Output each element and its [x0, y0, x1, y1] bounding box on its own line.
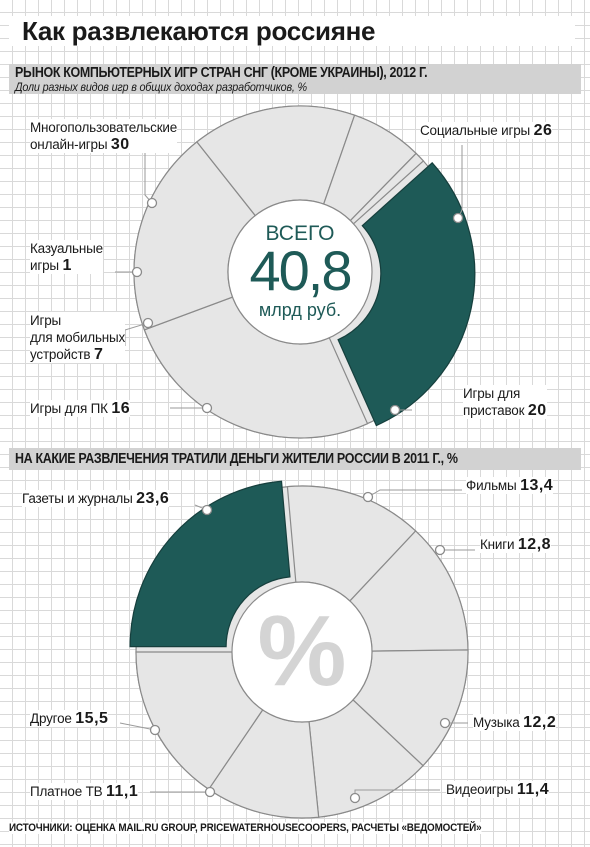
- chart1-label-mmo: Многопользовательские онлайн-игры 30: [30, 119, 178, 153]
- chart1-title: РЫНОК КОМПЬЮТЕРНЫХ ИГР СТРАН СНГ (КРОМЕ …: [15, 65, 428, 81]
- donut-hole: [231, 581, 373, 723]
- source-note: ИСТОЧНИКИ: ОЦЕНКА MAIL.RU GROUP, PRICEWA…: [9, 822, 482, 834]
- leader-dot-5: [131, 266, 143, 278]
- chart1-label-console: Игры для приставок 20: [463, 385, 547, 419]
- leader-dot-2: [389, 404, 401, 416]
- leader-dot-6: [149, 724, 161, 736]
- leader-dot-4: [142, 317, 154, 329]
- leader-line-1: [367, 489, 462, 498]
- chart1-header: РЫНОК КОМПЬЮТЕРНЫХ ИГР СТРАН СНГ (КРОМЕ …: [9, 64, 581, 94]
- chart1-label-casual: Казуальные игры 1: [30, 240, 103, 274]
- chart1-subtitle: Доли разных видов игр в общих доходах ра…: [15, 80, 307, 94]
- leader-dot-0: [201, 504, 213, 516]
- chart1-center-value: 40,8: [250, 239, 351, 302]
- chart2-label-music: Музыка 12,2: [473, 714, 557, 731]
- donut-hole: [227, 199, 373, 345]
- leader-dot-3: [201, 402, 213, 414]
- chart2-title: НА КАКИЕ РАЗВЛЕЧЕНИЯ ТРАТИЛИ ДЕНЬГИ ЖИТЕ…: [15, 451, 458, 467]
- leader-dot-1: [452, 212, 464, 224]
- main-title: Как развлекаются россияне: [9, 16, 575, 46]
- chart2-label-films: Фильмы 13,4: [466, 477, 554, 494]
- chart2-label-press: Газеты и журналы 23,6: [22, 490, 170, 507]
- leader-dot-0: [146, 197, 158, 209]
- chart1-label-pc: Игры для ПК 16: [30, 400, 131, 417]
- leader-dot-3: [439, 717, 451, 729]
- chart1-label-mobile: Игры для мобильных устройств 7: [30, 312, 126, 363]
- donut-slice-0: [129, 480, 291, 648]
- leader-dot-1: [362, 491, 374, 503]
- chart1-center-top: ВСЕГО: [265, 222, 334, 245]
- leader-line-6: [119, 722, 156, 731]
- leader-dot-2: [434, 544, 446, 556]
- chart1-center-bottom: млрд руб.: [259, 300, 341, 320]
- leader-dot-5: [204, 786, 216, 798]
- chart2-header: НА КАКИЕ РАЗВЛЕЧЕНИЯ ТРАТИЛИ ДЕНЬГИ ЖИТЕ…: [9, 448, 581, 470]
- chart2-center-symbol: %: [258, 595, 347, 707]
- leader-dot-4: [349, 792, 361, 804]
- chart2-label-videogames: Видеоигры 11,4: [446, 781, 550, 798]
- chart2-label-paytv: Платное ТВ 11,1: [30, 783, 139, 800]
- chart1-label-social: Социальные игры 26: [420, 122, 553, 139]
- chart2-label-other: Другое 15,5: [30, 710, 109, 727]
- chart2-label-books: Книги 12,8: [480, 536, 552, 553]
